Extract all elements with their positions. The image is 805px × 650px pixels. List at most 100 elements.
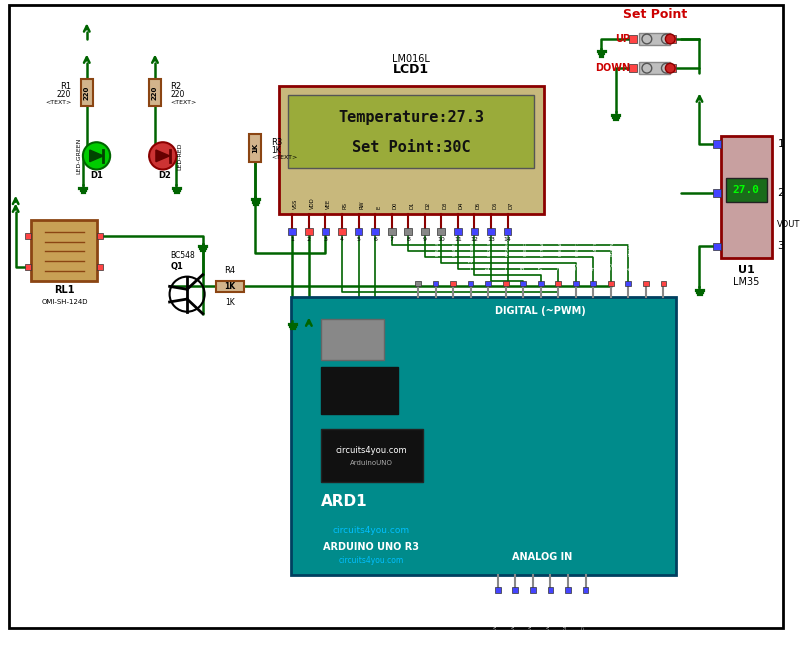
Text: Set Point:30C: Set Point:30C (352, 140, 470, 155)
Text: circuits4you.com: circuits4you.com (332, 526, 410, 536)
Bar (404, 228, 412, 235)
Text: LED-GREEN: LED-GREEN (76, 138, 81, 174)
Circle shape (149, 142, 176, 170)
Text: R2: R2 (171, 82, 182, 91)
Bar (149, 79, 161, 106)
Text: 7: 7 (390, 237, 394, 242)
Text: LED-RED: LED-RED (178, 142, 183, 170)
Text: 220: 220 (171, 90, 185, 99)
Bar (320, 367, 398, 414)
Text: 1: 1 (291, 237, 295, 242)
Bar (288, 96, 534, 168)
Bar (495, 588, 501, 593)
Text: 3: 3 (324, 237, 328, 242)
Text: 1: 1 (778, 139, 784, 149)
Text: PB0/ICP1/CLKO: PB0/ICP1/CLKO (523, 224, 527, 256)
Bar (487, 228, 495, 235)
Text: A2: A2 (529, 602, 537, 607)
Bar (625, 281, 631, 287)
Bar (639, 62, 671, 74)
Text: OMI-SH-124D: OMI-SH-124D (41, 299, 88, 305)
Text: RX
0: RX 0 (658, 263, 669, 270)
Bar (437, 228, 445, 235)
Text: Temperature:27.3: Temperature:27.3 (338, 110, 484, 125)
Circle shape (666, 34, 675, 44)
Text: 12: 12 (471, 237, 478, 242)
Text: ~5: ~5 (573, 262, 578, 270)
Bar (608, 281, 613, 287)
Circle shape (83, 142, 110, 170)
Bar (338, 228, 346, 235)
Text: <TEXT>: <TEXT> (45, 100, 71, 105)
Text: R1: R1 (60, 82, 71, 91)
Text: D2: D2 (426, 202, 431, 209)
Text: LCD1: LCD1 (393, 63, 429, 76)
Text: ~11: ~11 (468, 258, 473, 270)
Text: DIGITAL (~PWM): DIGITAL (~PWM) (495, 306, 586, 316)
Bar (547, 588, 553, 593)
Text: D7: D7 (509, 202, 514, 209)
Text: 1K: 1K (225, 282, 236, 291)
Bar (321, 228, 329, 235)
Bar (450, 281, 456, 287)
Text: VOUT: VOUT (778, 220, 801, 229)
Text: PB1/OC1A: PB1/OC1A (506, 234, 510, 256)
Text: 10: 10 (437, 237, 445, 242)
Text: 3: 3 (778, 241, 784, 252)
Text: PB2/SS/OC1B: PB2/SS/OC1B (488, 227, 492, 256)
Bar (371, 228, 379, 235)
Text: RW: RW (360, 201, 365, 209)
Bar (81, 79, 93, 106)
Bar (320, 320, 384, 360)
Text: LM016L: LM016L (392, 55, 430, 64)
Text: <TEXT>: <TEXT> (171, 100, 196, 105)
Text: 7: 7 (539, 266, 543, 270)
Bar (471, 228, 478, 235)
Text: ~3: ~3 (609, 262, 613, 270)
Text: DOWN: DOWN (595, 63, 630, 73)
Text: RESET: RESET (457, 584, 484, 593)
Bar (713, 189, 721, 197)
Bar (26, 264, 31, 270)
Text: ANALOG IN: ANALOG IN (511, 552, 572, 562)
Text: 11: 11 (454, 237, 462, 242)
Bar (590, 281, 597, 287)
Text: Set Point: Set Point (622, 8, 687, 21)
Bar (485, 281, 491, 287)
Text: D1: D1 (409, 202, 415, 209)
Bar (504, 228, 511, 235)
FancyBboxPatch shape (31, 220, 97, 281)
Text: Q1: Q1 (171, 263, 184, 272)
Text: VSS: VSS (293, 199, 299, 209)
Text: PD0/RXD: PD0/RXD (663, 237, 667, 256)
Bar (513, 588, 518, 593)
Text: D5: D5 (476, 202, 481, 209)
Bar (630, 64, 637, 72)
Polygon shape (89, 150, 103, 162)
Text: BC548: BC548 (170, 251, 195, 260)
Text: A3: A3 (547, 602, 555, 607)
Bar (713, 242, 721, 250)
Bar (388, 228, 395, 235)
Text: 2: 2 (307, 237, 311, 242)
Text: RS: RS (343, 202, 348, 209)
Text: 13: 13 (433, 263, 438, 270)
Bar (583, 588, 588, 593)
Text: 4: 4 (340, 237, 344, 242)
Text: <TEXT>: <TEXT> (271, 155, 297, 161)
Bar (97, 264, 103, 270)
Bar (502, 281, 509, 287)
Bar (468, 281, 473, 287)
Text: PD7/AIN1: PD7/AIN1 (541, 236, 545, 256)
Text: PC2/ADC2: PC2/ADC2 (529, 614, 533, 636)
Text: 8: 8 (407, 237, 411, 242)
Text: D3: D3 (442, 202, 448, 209)
Text: 27.0: 27.0 (733, 185, 760, 195)
Text: circuits4you.com: circuits4you.com (339, 556, 404, 565)
Text: LM35: LM35 (733, 276, 759, 287)
Text: ARDUINO UNO R3: ARDUINO UNO R3 (324, 543, 419, 552)
Text: PD5/T1: PD5/T1 (576, 240, 580, 256)
Text: PD1/TXD: PD1/TXD (646, 237, 650, 256)
Text: D6: D6 (492, 202, 497, 209)
Text: PB3/MOSI/OC2A: PB3/MOSI/OC2A (471, 222, 475, 256)
